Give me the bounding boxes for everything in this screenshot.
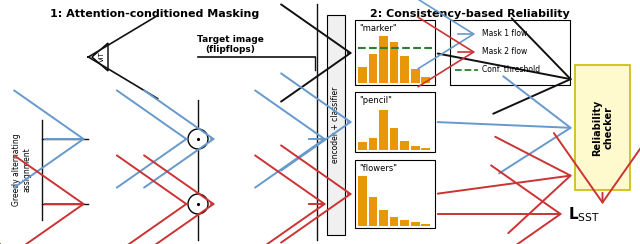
Text: Conf. threshold: Conf. threshold bbox=[482, 65, 540, 74]
Text: 2: Consistency-based Reliability: 2: Consistency-based Reliability bbox=[370, 9, 570, 19]
Bar bbox=[369, 138, 377, 150]
FancyBboxPatch shape bbox=[355, 160, 435, 228]
FancyBboxPatch shape bbox=[327, 15, 345, 235]
Bar bbox=[369, 54, 377, 83]
Bar bbox=[358, 176, 367, 226]
Bar bbox=[390, 42, 398, 83]
Polygon shape bbox=[92, 43, 108, 71]
Text: ViT: ViT bbox=[99, 51, 105, 62]
Bar bbox=[358, 67, 367, 83]
Bar bbox=[379, 110, 388, 150]
Circle shape bbox=[188, 129, 208, 149]
Bar bbox=[358, 142, 367, 150]
Text: Reliability
checker: Reliability checker bbox=[592, 99, 613, 156]
Text: Target image
(flipflops): Target image (flipflops) bbox=[196, 35, 264, 54]
Bar bbox=[411, 146, 420, 150]
Circle shape bbox=[188, 194, 208, 214]
Bar bbox=[379, 210, 388, 226]
Text: $\mathbf{L}_{\mathrm{SST}}$: $\mathbf{L}_{\mathrm{SST}}$ bbox=[568, 206, 600, 224]
Bar bbox=[400, 56, 409, 83]
Bar bbox=[400, 141, 409, 150]
Text: "marker": "marker" bbox=[359, 24, 397, 33]
Bar bbox=[421, 148, 430, 150]
Bar bbox=[369, 197, 377, 226]
Text: Mask 2 flow: Mask 2 flow bbox=[482, 48, 527, 57]
Text: Greedy alternating
assignment: Greedy alternating assignment bbox=[12, 134, 32, 206]
Text: 1: Attention-conditioned Masking: 1: Attention-conditioned Masking bbox=[51, 9, 260, 19]
FancyBboxPatch shape bbox=[450, 20, 570, 85]
Bar bbox=[411, 69, 420, 83]
Text: encoder + classifier: encoder + classifier bbox=[332, 87, 340, 163]
Text: Mask 1 flow: Mask 1 flow bbox=[482, 30, 527, 39]
Bar bbox=[379, 36, 388, 83]
FancyBboxPatch shape bbox=[575, 65, 630, 190]
Text: "pencil": "pencil" bbox=[359, 96, 392, 105]
Bar bbox=[400, 220, 409, 226]
FancyBboxPatch shape bbox=[355, 20, 435, 85]
FancyBboxPatch shape bbox=[355, 92, 435, 152]
Bar bbox=[411, 222, 420, 226]
Bar bbox=[421, 224, 430, 226]
Bar bbox=[421, 77, 430, 83]
Text: "flowers": "flowers" bbox=[359, 164, 397, 173]
Bar bbox=[390, 217, 398, 226]
Bar bbox=[390, 128, 398, 150]
